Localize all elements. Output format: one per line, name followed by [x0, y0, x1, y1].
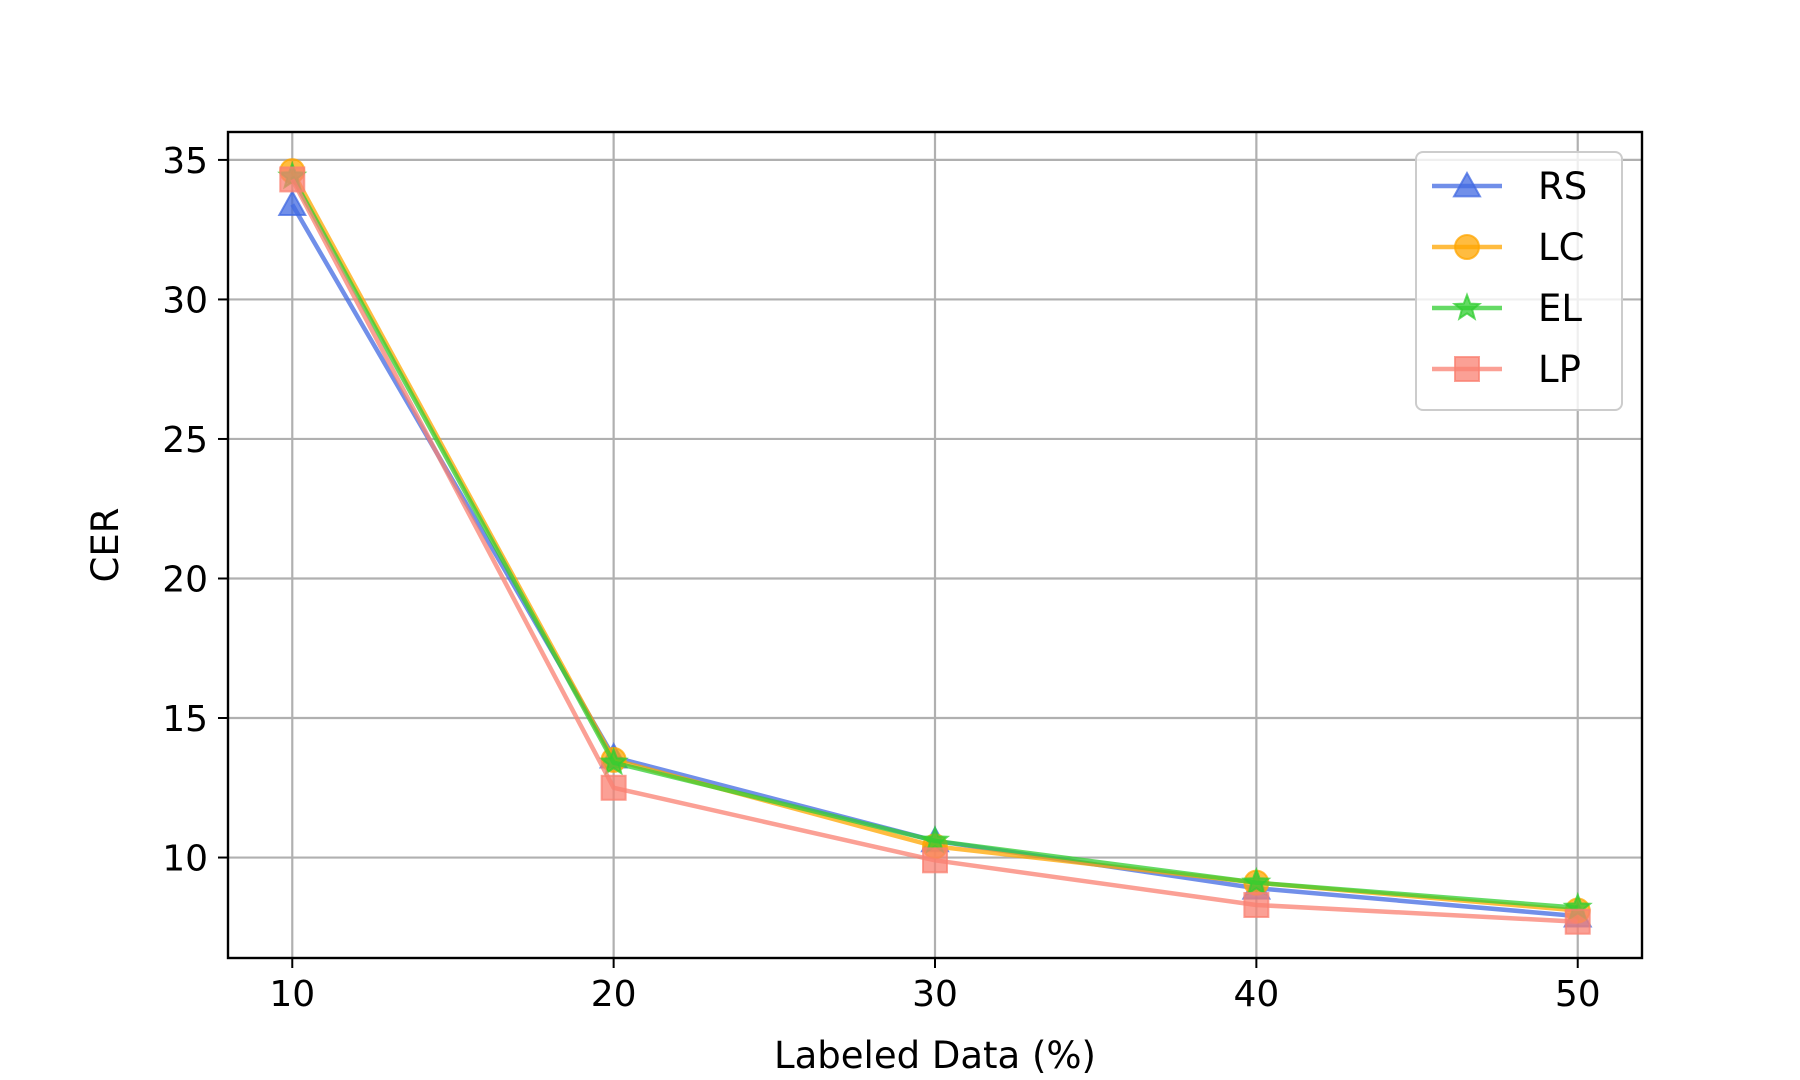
x-tick-label: 50 [1555, 974, 1601, 1015]
y-tick-label: 10 [162, 839, 208, 880]
legend-item-lc: LC [1432, 226, 1584, 269]
series-lp [279, 166, 1591, 935]
data-point-lp [600, 774, 627, 801]
data-point-el [598, 746, 629, 776]
data-point-lp [922, 847, 948, 874]
data-point-el [1241, 866, 1272, 896]
y-tick-label: 20 [162, 559, 208, 600]
legend-marker-star-icon [1451, 292, 1483, 321]
legend-item-el: EL [1432, 287, 1582, 330]
x-tick-label: 30 [912, 974, 958, 1015]
legend: RS LC EL LP [1415, 151, 1623, 411]
data-point-lp [1564, 908, 1591, 935]
y-tick-label: 35 [162, 141, 208, 182]
legend-marker-circle-icon [1454, 234, 1480, 260]
legend-item-lp: LP [1432, 348, 1581, 391]
legend-label: LP [1538, 348, 1581, 391]
data-point-lp [1243, 891, 1270, 918]
data-point-lp [279, 166, 306, 193]
legend-label: RS [1538, 165, 1587, 208]
x-tick-label: 40 [1233, 974, 1279, 1015]
ticks: 10 20 30 40 50 10 15 20 25 30 35 [162, 141, 1600, 1015]
legend-box [1415, 151, 1623, 411]
legend-label: EL [1538, 287, 1582, 330]
y-axis-label: CER [84, 508, 127, 583]
data-point-rs [277, 189, 307, 216]
legend-marker-square-icon [1454, 356, 1480, 382]
y-tick-label: 25 [162, 420, 208, 461]
legend-item-rs: RS [1432, 165, 1587, 208]
data-point-el [919, 824, 951, 854]
y-tick-label: 30 [162, 280, 208, 321]
series-layer [277, 158, 1593, 935]
x-tick-label: 20 [591, 974, 637, 1015]
legend-label: LC [1538, 226, 1584, 269]
legend-marker-triangle-icon [1452, 170, 1482, 198]
x-axis-label: Labeled Data (%) [774, 1034, 1096, 1077]
y-tick-label: 15 [162, 699, 208, 740]
x-tick-label: 10 [269, 974, 315, 1015]
